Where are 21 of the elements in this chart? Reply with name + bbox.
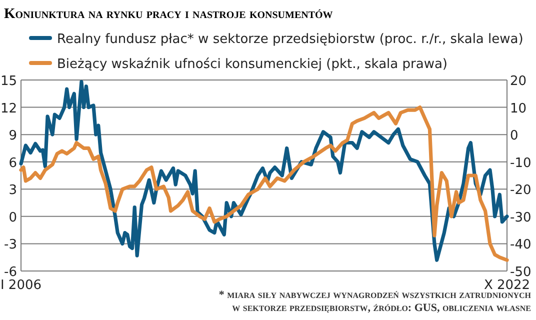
x-tick-label: I 2006 — [0, 278, 42, 293]
chart-title: Koniunktura na rynku pracy i nastroje konsumentów — [4, 6, 333, 22]
y-tick-label: 0 — [8, 210, 17, 226]
y2-tick-label: -10 — [510, 156, 532, 171]
y-tick-label: 12 — [0, 101, 17, 116]
y2-tick-label: -40 — [510, 238, 532, 253]
y-tick-label: 6 — [8, 156, 17, 171]
y2-tick-label: 20 — [510, 74, 527, 89]
y-tick-label: -6 — [4, 265, 17, 280]
y2-tick-label: 10 — [510, 101, 527, 116]
y-tick-label: 15 — [0, 74, 17, 89]
y-tick-label: -3 — [4, 238, 17, 253]
legend-label: Bieżący wskaźnik ufności konsumenckiej (pkt., skala prawa) — [57, 57, 448, 72]
y2-tick-label: -30 — [510, 210, 532, 226]
legend-label: Realny fundusz płac* w sektorze przedsiębiorstw (proc. r./r., skala lewa) — [57, 32, 524, 47]
y-tick-label: 9 — [8, 128, 17, 144]
y-tick-label: 3 — [8, 183, 17, 198]
y2-tick-label: -50 — [510, 265, 532, 280]
y2-tick-label: -20 — [510, 183, 532, 198]
text: w sektorze przedsiębiorstw, źródło: GUS, obliczenia własne — [232, 302, 531, 314]
y2-tick-label: 0 — [510, 128, 518, 144]
